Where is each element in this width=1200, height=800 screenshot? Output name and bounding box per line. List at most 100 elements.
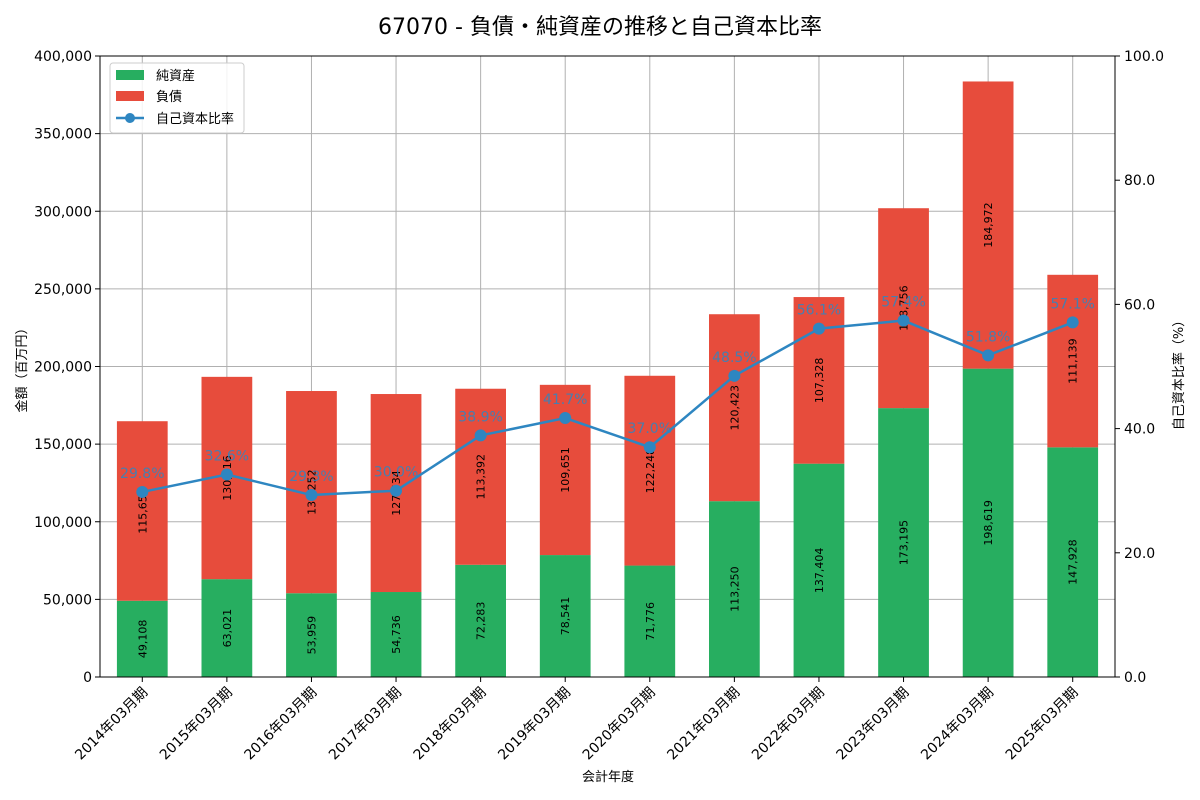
liabilities-bar bbox=[1047, 274, 1099, 448]
equity-ratio-line bbox=[142, 319, 1074, 497]
y2-tick-label: 100.0 bbox=[1124, 49, 1164, 65]
equity-bar-label: 54,736 bbox=[390, 615, 403, 654]
y-tick-label: 50,000 bbox=[43, 592, 92, 608]
equity-ratio-label: 56.1% bbox=[797, 303, 841, 319]
bar-layer bbox=[116, 81, 1099, 677]
equity-ratio-marker bbox=[305, 489, 318, 502]
equity-ratio-marker bbox=[982, 349, 995, 362]
equity-ratio-marker bbox=[812, 322, 825, 335]
x-tick-label: 2014年03月期 bbox=[72, 685, 151, 764]
equity-ratio-label: 30.0% bbox=[374, 465, 418, 481]
equity-ratio-marker bbox=[897, 314, 910, 327]
legend-label-ratio: 自己資本比率 bbox=[156, 111, 234, 127]
x-axis-label: 会計年度 bbox=[582, 769, 634, 785]
equity-ratio-label: 57.1% bbox=[1050, 296, 1094, 312]
equity-bar-label: 113,250 bbox=[728, 566, 741, 612]
equity-bar-label: 71,776 bbox=[644, 602, 657, 641]
legend-label-liabilities: 負債 bbox=[156, 90, 182, 105]
y-tick-label: 0 bbox=[83, 670, 92, 686]
x-tick-label: 2020年03月期 bbox=[580, 685, 659, 764]
equity-bar-label: 53,959 bbox=[305, 616, 318, 655]
x-tick-label: 2018年03月期 bbox=[411, 685, 490, 764]
y2-axis-label: 自己資本比率（%） bbox=[1171, 314, 1187, 430]
equity-bar bbox=[286, 593, 337, 677]
equity-bar-label: 147,928 bbox=[1067, 539, 1080, 585]
y-tick-label: 150,000 bbox=[34, 437, 92, 453]
y-tick-label: 400,000 bbox=[34, 49, 92, 65]
x-tick-label: 2021年03月期 bbox=[664, 685, 743, 764]
equity-bar-label: 198,619 bbox=[982, 500, 995, 546]
equity-ratio-marker bbox=[390, 484, 403, 497]
x-tick-label: 2017年03月期 bbox=[326, 685, 405, 764]
liabilities-bar-label: 122,248 bbox=[644, 448, 657, 494]
liabilities-bar-label: 113,392 bbox=[475, 454, 488, 500]
equity-bar bbox=[793, 463, 845, 677]
x-tick-label: 2023年03月期 bbox=[834, 685, 913, 764]
liabilities-bar-label: 120,423 bbox=[728, 385, 741, 431]
liabilities-bar bbox=[624, 375, 676, 566]
equity-ratio-marker bbox=[728, 369, 741, 382]
equity-ratio-label: 37.0% bbox=[628, 421, 672, 437]
ratio-line-layer: 29.8% 32.6% 29.3% 30.0% 38.9% 41.7% 37.0% 48.5%… bbox=[120, 295, 1095, 502]
equity-bar-label: 72,283 bbox=[475, 602, 488, 641]
equity-ratio-label: 41.7% bbox=[543, 392, 587, 408]
bar-label-layer: 49,108115,65163,021130,31653,959130,2525… bbox=[136, 202, 1079, 658]
equity-ratio-marker bbox=[136, 485, 149, 498]
y-tick-label: 100,000 bbox=[34, 515, 92, 531]
legend-frame bbox=[109, 62, 245, 134]
equity-ratio-label: 57.4% bbox=[881, 295, 925, 311]
legend-label-equity: 純資産 bbox=[156, 68, 195, 84]
legend-marker-ratio bbox=[125, 113, 135, 123]
liabilities-bar bbox=[455, 388, 506, 565]
equity-ratio-marker bbox=[643, 441, 656, 454]
equity-bar bbox=[539, 555, 591, 677]
liabilities-bar bbox=[878, 208, 929, 409]
chart-title: 67070 - 負債・純資産の推移と自己資本比率 bbox=[378, 15, 822, 40]
equity-ratio-label: 29.3% bbox=[289, 469, 333, 485]
equity-bar bbox=[624, 565, 676, 677]
liabilities-bar-label: 107,328 bbox=[813, 358, 826, 404]
liabilities-bar-label: 111,139 bbox=[1067, 338, 1080, 384]
legend-swatch-equity bbox=[116, 70, 144, 80]
equity-ratio-marker bbox=[220, 468, 233, 481]
x-tick-label: 2025年03月期 bbox=[1003, 685, 1082, 764]
y2-tick-label: 40.0 bbox=[1124, 422, 1155, 438]
y2-tick-label: 20.0 bbox=[1124, 546, 1155, 562]
liabilities-bar bbox=[709, 314, 760, 502]
equity-bar bbox=[455, 564, 506, 677]
x-tick-label: 2016年03月期 bbox=[241, 685, 320, 764]
x-tick-label: 2024年03月期 bbox=[918, 685, 997, 764]
equity-ratio-label: 32.6% bbox=[205, 449, 249, 465]
x-tick-label: 2015年03月期 bbox=[157, 685, 236, 764]
y2-tick-label: 60.0 bbox=[1124, 297, 1155, 313]
y-tick-label: 200,000 bbox=[34, 360, 92, 376]
equity-bar-label: 63,021 bbox=[221, 609, 234, 648]
equity-ratio-label: 51.8% bbox=[966, 329, 1010, 345]
equity-bar bbox=[962, 368, 1014, 677]
liabilities-bar-label: 109,651 bbox=[559, 447, 572, 493]
equity-ratio-label: 48.5% bbox=[712, 350, 756, 366]
equity-ratio-marker bbox=[474, 429, 487, 442]
y-tick-label: 350,000 bbox=[34, 127, 92, 143]
equity-bar bbox=[370, 592, 422, 677]
equity-bar bbox=[709, 501, 760, 677]
equity-bar bbox=[878, 408, 929, 677]
x-tick-label: 2019年03月期 bbox=[495, 685, 574, 764]
equity-bar bbox=[201, 579, 253, 677]
equity-bar-label: 78,541 bbox=[559, 597, 572, 636]
x-tick-label: 2022年03月期 bbox=[749, 685, 828, 764]
y2-tick-label: 80.0 bbox=[1124, 173, 1155, 189]
equity-bar bbox=[1047, 447, 1099, 677]
y2-tick-label: 0.0 bbox=[1124, 670, 1146, 686]
equity-bar-label: 137,404 bbox=[813, 548, 826, 594]
y-tick-label: 250,000 bbox=[34, 282, 92, 298]
equity-ratio-label: 29.8% bbox=[120, 466, 164, 482]
liabilities-bar bbox=[116, 421, 168, 601]
y-axis-label: 金額（百万円） bbox=[14, 321, 30, 412]
legend: 純資産 負債 自己資本比率 bbox=[109, 62, 245, 134]
y-tick-label: 300,000 bbox=[34, 204, 92, 220]
equity-bar-label: 173,195 bbox=[898, 520, 911, 566]
legend-swatch-liabilities bbox=[116, 91, 144, 101]
equity-bar bbox=[116, 600, 168, 677]
